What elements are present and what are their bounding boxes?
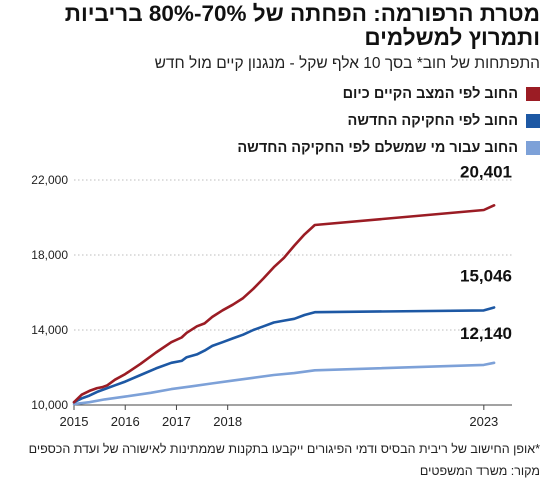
line-chart: 10,000 14,000 18,000 22,000 2015 2016 2017 2018… — [31, 162, 512, 429]
x-tick-label: 2016 — [111, 414, 140, 429]
legend: החוב לפי המצב הקיים כיום החוב לפי החקיקה… — [10, 83, 540, 164]
data-label-2: 15,046 — [460, 267, 512, 286]
data-label-1: 20,401 — [460, 162, 512, 181]
series-line-3 — [72, 361, 496, 406]
chart-subtitle: התפתחות של חוב* בסך 10 אלף שקל - מנגנון … — [154, 55, 540, 72]
x-tick-label: 2023 — [469, 414, 498, 429]
x-tick-label: 2017 — [162, 414, 191, 429]
data-label-3: 12,140 — [460, 324, 512, 343]
legend-swatch-current — [526, 87, 540, 101]
legend-label-current: החוב לפי המצב הקיים כיום — [342, 86, 518, 102]
legend-item-payer: החוב עבור מי שמשלם לפי החקיקה החדשה — [10, 137, 540, 159]
y-tick-label: 18,000 — [31, 248, 68, 262]
legend-item-new-law: החוב לפי החקיקה החדשה — [10, 110, 540, 132]
x-tick-label: 2018 — [213, 414, 242, 429]
legend-item-current: החוב לפי המצב הקיים כיום — [10, 83, 540, 105]
chart-title: מטרת הרפורמה: הפחתה של 70%-80% בריביות ו… — [64, 1, 540, 50]
legend-swatch-payer — [526, 141, 540, 155]
source-note: מקור: משרד המשפטים — [419, 464, 540, 478]
x-tick-label: 2015 — [60, 414, 89, 429]
y-tick-label: 22,000 — [31, 173, 68, 187]
y-tick-label: 10,000 — [31, 398, 68, 412]
series-line-2 — [72, 306, 496, 404]
series-line-1 — [72, 204, 496, 404]
legend-label-payer: החוב עבור מי שמשלם לפי החקיקה החדשה — [237, 140, 518, 156]
y-tick-label: 14,000 — [31, 323, 68, 337]
legend-swatch-new-law — [526, 114, 540, 128]
footnote: *אופן החישוב של ריבית הבסיס ודמי הפיגורי… — [28, 442, 540, 456]
legend-label-new-law: החוב לפי החקיקה החדשה — [347, 113, 518, 129]
